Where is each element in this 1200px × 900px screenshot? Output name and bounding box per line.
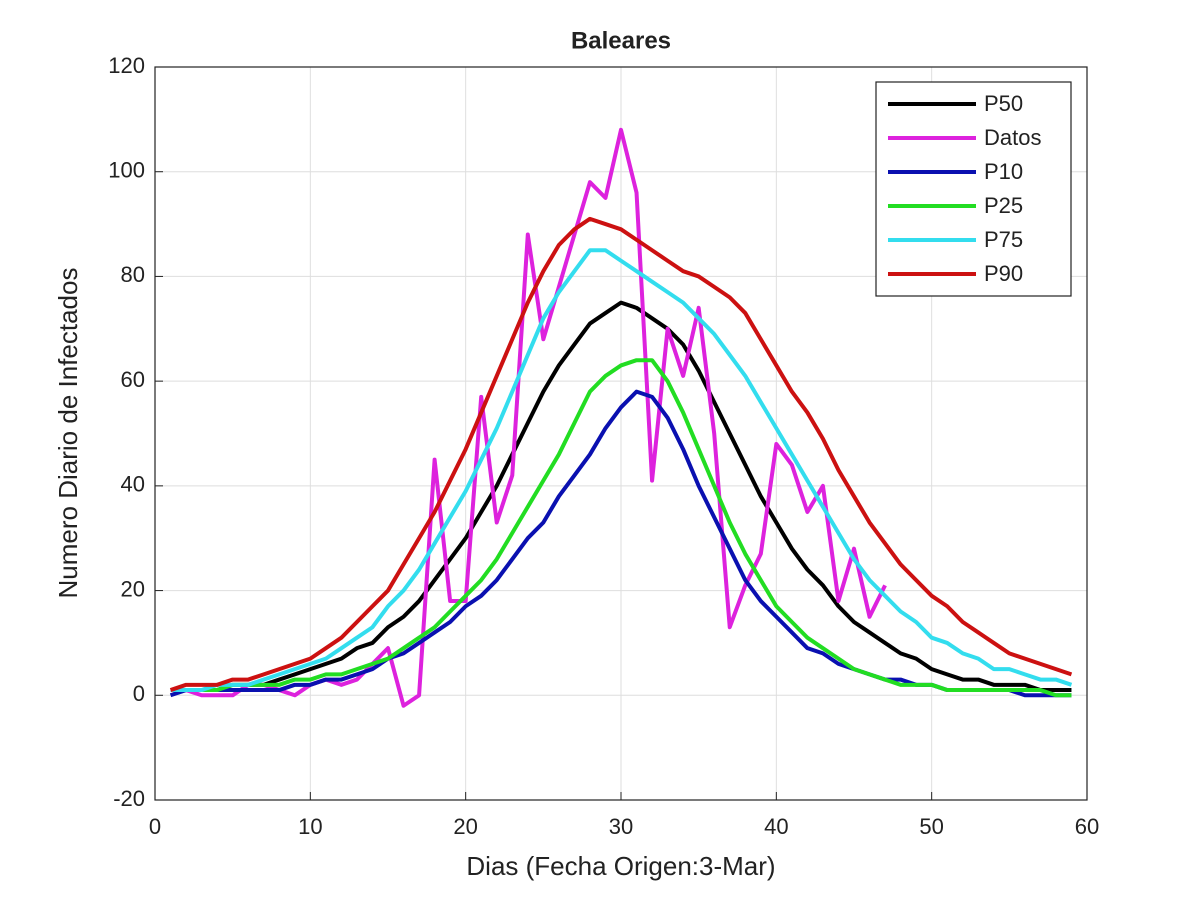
series-line bbox=[170, 300, 1072, 693]
y-axis-label: Numero Diario de Infectados bbox=[53, 268, 83, 599]
x-tick-label: 30 bbox=[609, 814, 633, 839]
y-tick-label: 0 bbox=[133, 681, 145, 706]
y-tick-label: 120 bbox=[108, 53, 145, 78]
legend-label: P25 bbox=[984, 193, 1023, 218]
x-tick-label: 40 bbox=[764, 814, 788, 839]
legend-box bbox=[875, 81, 1072, 297]
y-tick-label: 60 bbox=[121, 367, 145, 392]
chart-title: Baleares bbox=[571, 27, 671, 54]
x-tick-label: 60 bbox=[1075, 814, 1099, 839]
y-tick-label: 40 bbox=[121, 472, 145, 497]
x-tick-label: 10 bbox=[298, 814, 322, 839]
series-line bbox=[169, 216, 1073, 692]
legend-label: P90 bbox=[984, 261, 1023, 286]
x-tick-label: 50 bbox=[919, 814, 943, 839]
legend-label: P50 bbox=[984, 91, 1023, 116]
y-tick-label: -20 bbox=[113, 786, 145, 811]
series-line bbox=[170, 248, 1073, 693]
x-tick-label: 20 bbox=[453, 814, 477, 839]
series-line bbox=[170, 127, 887, 708]
legend-label: P75 bbox=[984, 227, 1023, 252]
y-tick-label: 80 bbox=[121, 262, 145, 287]
series-line bbox=[170, 358, 1072, 698]
x-axis-label: Dias (Fecha Origen:3-Mar) bbox=[466, 851, 775, 881]
y-tick-label: 100 bbox=[108, 158, 145, 183]
x-tick-label: 0 bbox=[149, 814, 161, 839]
plot-frame bbox=[154, 66, 1088, 801]
legend-label: P10 bbox=[984, 159, 1023, 184]
y-tick-label: 20 bbox=[121, 576, 145, 601]
legend-label: Datos bbox=[984, 125, 1041, 150]
